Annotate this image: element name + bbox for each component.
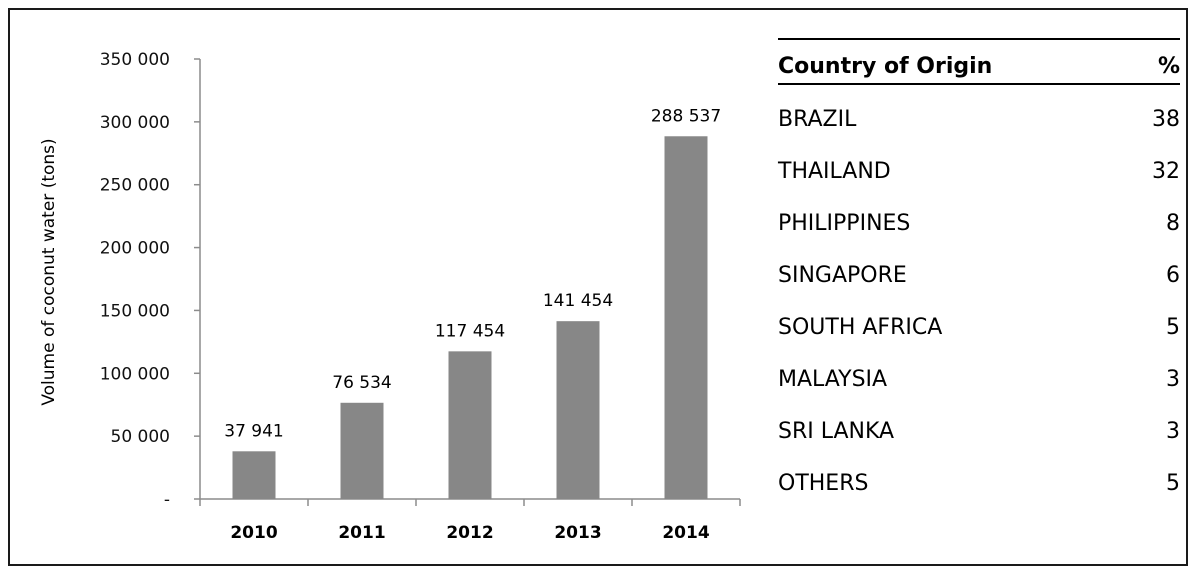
bar-2014 <box>664 136 708 500</box>
x-category-label: 2011 <box>338 523 385 543</box>
country-name: SINGAPORE <box>778 262 907 288</box>
data-label: 117 454 <box>435 321 505 341</box>
country-percent: 6 <box>1166 262 1180 288</box>
country-name: MALAYSIA <box>778 366 888 392</box>
country-name: SOUTH AFRICA <box>778 314 943 340</box>
bar-2010 <box>232 451 276 499</box>
country-of-origin-table: Country of Origin % BRAZIL 38 THAILAND 32 PH… <box>778 38 1180 509</box>
table-top-rule <box>778 38 1180 40</box>
country-percent: 8 <box>1166 210 1180 236</box>
table-row: MALAYSIA 3 <box>778 353 1180 405</box>
bar-2013 <box>556 321 600 499</box>
y-tick-label: 50 000 <box>111 427 170 447</box>
y-tick-label: 150 000 <box>100 301 170 321</box>
chart-bars <box>232 136 708 500</box>
y-tick-label: - <box>164 490 170 510</box>
country-name: PHILIPPINES <box>778 210 911 236</box>
bar-2011 <box>340 402 384 499</box>
table-row: BRAZIL 38 <box>778 93 1180 145</box>
x-category-label: 2014 <box>662 523 709 543</box>
y-tick-label: 100 000 <box>100 364 170 384</box>
x-category-label: 2010 <box>230 523 277 543</box>
country-name: BRAZIL <box>778 106 857 132</box>
table-rows: BRAZIL 38 THAILAND 32 PHILIPPINES 8 SINGAPORE 6… <box>778 93 1180 509</box>
bar-2012 <box>448 351 492 499</box>
chart-labels: 37 941 2010 76 534 2011 117 454 2012 141 454 20… <box>224 106 721 543</box>
y-tick-label: 250 000 <box>100 176 170 196</box>
country-percent: 5 <box>1166 314 1180 340</box>
table-header: Country of Origin % <box>778 54 1180 85</box>
country-percent: 3 <box>1166 418 1180 444</box>
country-name: OTHERS <box>778 470 869 496</box>
bar-chart: - 50 000 100 000 150 000 200 000 250 000 300 0… <box>39 50 741 543</box>
table-row: PHILIPPINES 8 <box>778 197 1180 249</box>
country-percent: 5 <box>1166 470 1180 496</box>
header-percent: % <box>1157 54 1180 79</box>
data-label: 76 534 <box>332 373 391 393</box>
table-row: SOUTH AFRICA 5 <box>778 301 1180 353</box>
data-label: 141 454 <box>543 291 613 311</box>
x-category-label: 2012 <box>446 523 493 543</box>
data-label: 288 537 <box>651 106 721 126</box>
chart-axes: - 50 000 100 000 150 000 200 000 250 000 300 0… <box>100 50 741 510</box>
country-percent: 32 <box>1152 158 1180 184</box>
country-name: THAILAND <box>778 158 891 184</box>
country-percent: 38 <box>1152 106 1180 132</box>
y-tick-label: 200 000 <box>100 239 170 259</box>
header-country: Country of Origin <box>778 54 993 79</box>
table-row: THAILAND 32 <box>778 145 1180 197</box>
y-tick-label: 300 000 <box>100 113 170 133</box>
y-tick-label: 350 000 <box>100 50 170 70</box>
country-name: SRI LANKA <box>778 418 895 444</box>
country-percent: 3 <box>1166 366 1180 392</box>
data-label: 37 941 <box>224 421 283 441</box>
x-category-label: 2013 <box>554 523 601 543</box>
table-row: OTHERS 5 <box>778 457 1180 509</box>
table-row: SRI LANKA 3 <box>778 405 1180 457</box>
table-row: SINGAPORE 6 <box>778 249 1180 301</box>
y-axis-label: Volume of coconut water (tons) <box>39 138 59 405</box>
